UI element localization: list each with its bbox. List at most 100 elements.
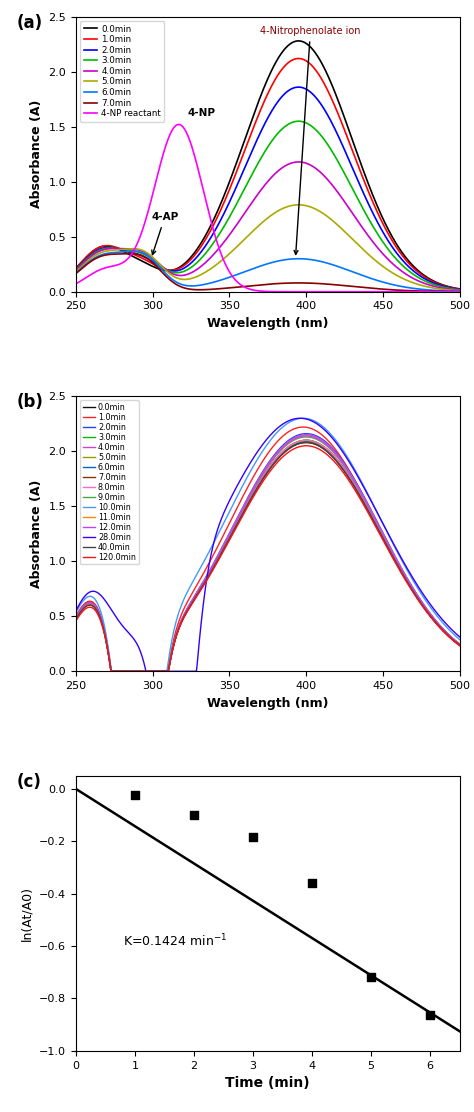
1.0min <box>301 420 306 434</box>
5.0min <box>172 270 177 284</box>
Y-axis label: Absorbance (A): Absorbance (A) <box>30 479 43 588</box>
120.0min <box>108 665 114 678</box>
12.0min <box>331 445 337 458</box>
6.0min <box>142 247 147 260</box>
1.0min <box>364 495 369 508</box>
6.0min <box>73 612 79 625</box>
0.0min <box>300 434 306 447</box>
3.0min <box>457 638 463 652</box>
6.0min <box>73 266 79 279</box>
0.0min <box>303 434 309 447</box>
40.0min <box>73 613 79 626</box>
4.0min <box>173 632 178 645</box>
28.0min <box>141 656 146 669</box>
4.0min <box>457 284 463 297</box>
5.0min <box>331 449 337 463</box>
5.0min <box>173 633 178 646</box>
6.0min <box>330 258 336 271</box>
11.0min <box>364 496 369 509</box>
2.0min <box>246 150 252 163</box>
10.0min <box>142 665 147 678</box>
5.0min <box>141 245 146 258</box>
7.0min <box>300 276 306 289</box>
10.0min <box>457 633 463 646</box>
120.0min <box>73 614 79 627</box>
Text: K=0.1424 min$^{-1}$: K=0.1424 min$^{-1}$ <box>123 933 227 949</box>
28.0min <box>457 631 463 644</box>
2.0min <box>73 262 79 276</box>
1.0min <box>142 665 147 678</box>
40.0min <box>300 436 306 449</box>
11.0min <box>142 665 147 678</box>
0.0min <box>331 449 337 463</box>
120.0min <box>247 496 253 509</box>
40.0min <box>457 638 463 652</box>
12.0min <box>247 488 253 502</box>
4.0min <box>73 610 79 624</box>
7.0min <box>142 250 147 264</box>
7.0min <box>108 665 114 678</box>
4-NP reactant <box>363 285 368 298</box>
9.0min <box>331 446 337 459</box>
28.0min <box>144 665 149 678</box>
120.0min <box>303 439 309 453</box>
6.0min <box>247 493 253 506</box>
3.0min <box>363 207 368 220</box>
4.0min <box>73 264 79 277</box>
1.0min <box>172 264 177 277</box>
11.0min <box>303 429 309 443</box>
5.0min <box>247 492 253 505</box>
8.0min <box>331 449 337 463</box>
Line: 2.0min: 2.0min <box>76 434 460 672</box>
0.0min <box>109 665 115 678</box>
1.0min <box>73 261 79 275</box>
28.0min <box>173 665 178 678</box>
3.0min <box>331 450 337 464</box>
12.0min <box>457 637 463 651</box>
0.0min <box>173 633 178 646</box>
Point <box>427 1006 434 1024</box>
12.0min <box>108 665 114 678</box>
8.0min <box>303 434 309 447</box>
Text: 4-Nitrophenolate ion: 4-Nitrophenolate ion <box>260 27 361 255</box>
40.0min <box>108 665 114 678</box>
Line: 1.0min: 1.0min <box>76 59 460 289</box>
12.0min <box>73 610 79 624</box>
7.0min <box>300 436 306 449</box>
6.0min <box>247 264 253 277</box>
Point <box>308 874 316 892</box>
Line: 7.0min: 7.0min <box>76 443 460 672</box>
2.0min <box>364 494 369 507</box>
2.0min <box>141 250 146 264</box>
5.0min <box>300 198 306 211</box>
9.0min <box>173 632 178 645</box>
5.0min <box>142 665 147 678</box>
28.0min <box>331 433 337 446</box>
Point <box>249 828 257 846</box>
1.0min <box>330 95 336 108</box>
3.0min <box>295 115 301 128</box>
3.0min <box>364 499 369 513</box>
11.0min <box>173 632 178 645</box>
Line: 4.0min: 4.0min <box>76 435 460 672</box>
7.0min <box>457 638 463 652</box>
Text: (b): (b) <box>16 394 43 411</box>
4-NP reactant <box>247 282 253 296</box>
3.0min <box>172 266 177 279</box>
7.0min <box>330 278 336 291</box>
40.0min <box>247 493 253 506</box>
28.0min <box>297 411 303 425</box>
40.0min <box>331 451 337 465</box>
2.0min <box>300 81 306 95</box>
6.0min <box>457 638 463 652</box>
Line: 12.0min: 12.0min <box>76 436 460 672</box>
1.0min <box>300 420 306 434</box>
7.0min <box>303 436 309 449</box>
11.0min <box>108 665 114 678</box>
Line: 3.0min: 3.0min <box>76 121 460 290</box>
10.0min <box>173 618 178 632</box>
120.0min <box>300 439 306 453</box>
Line: 4.0min: 4.0min <box>76 162 460 290</box>
7.0min <box>247 279 253 292</box>
3.0min <box>142 665 147 678</box>
